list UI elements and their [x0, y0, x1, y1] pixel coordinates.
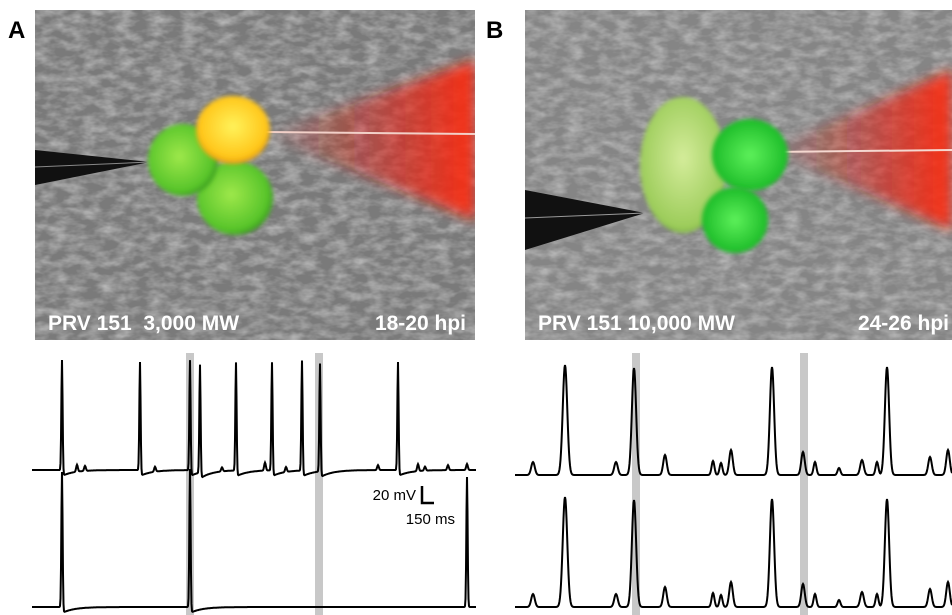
voltage-trace [515, 496, 952, 608]
highlight-bars [186, 353, 808, 615]
voltage-trace [515, 364, 952, 476]
scale-bar [420, 486, 434, 505]
image-caption: PRV 151 3,000 MW [48, 312, 239, 335]
image-caption: 24-26 hpi [858, 312, 949, 335]
traces [32, 359, 952, 613]
micrograph-a [35, 10, 475, 340]
voltage-trace [32, 359, 476, 479]
scale-label: 150 ms [406, 511, 455, 528]
image-caption: 18-20 hpi [375, 312, 466, 335]
image-caption: PRV 151 10,000 MW [538, 312, 735, 335]
panel-label: A [8, 17, 25, 44]
panel-label: B [486, 17, 503, 44]
voltage-trace [32, 468, 476, 613]
micrograph-b [525, 10, 952, 340]
scale-label: 20 mV [373, 487, 416, 504]
